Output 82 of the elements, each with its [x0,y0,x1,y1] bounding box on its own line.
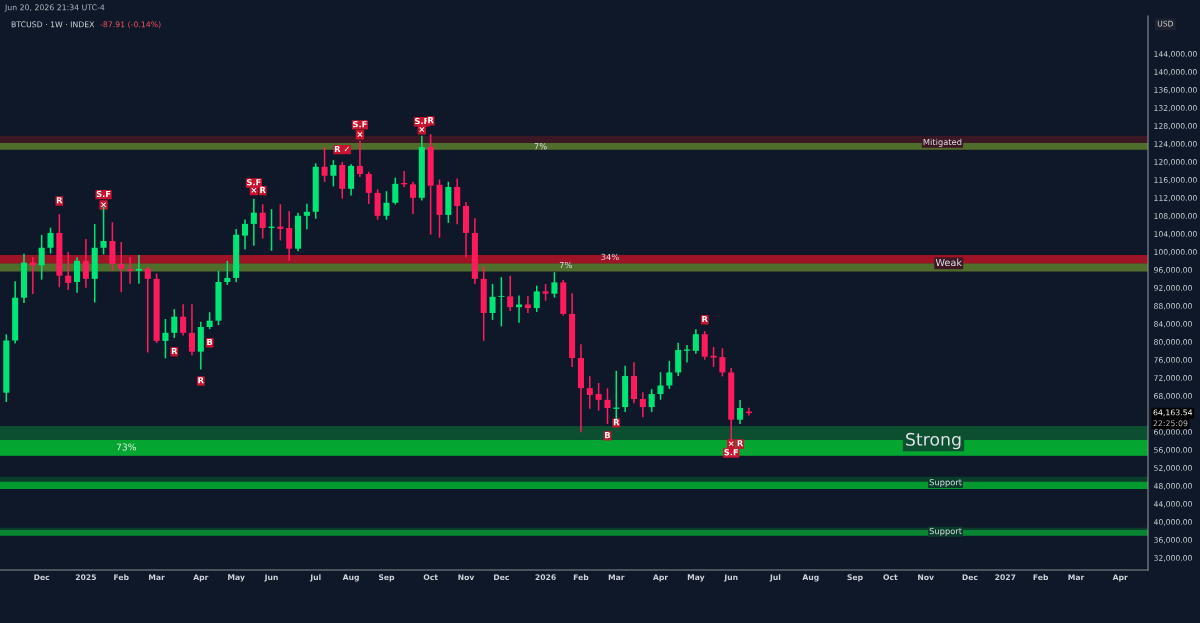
candlestick [330,160,337,187]
candlestick [701,331,708,360]
annotation: × [251,187,257,193]
candlestick [454,178,461,225]
candlestick [630,362,638,404]
annotation: R ✓ [334,145,349,152]
candlestick [684,345,691,363]
candlestick [224,260,231,285]
candlestick [259,204,266,239]
candlestick [595,382,602,411]
candlestick [118,242,125,293]
annotation: S.F [247,179,261,186]
candlestick [516,295,523,323]
annotation: S.F [353,121,367,128]
candlestick [639,392,646,418]
candlestick [303,203,310,230]
candlestick [657,372,664,400]
candlestick [109,222,116,271]
band-label: Weak [935,258,962,267]
candlestick [339,161,346,199]
candlestick [135,255,142,284]
candlestick [65,251,72,290]
candlestick [586,376,593,409]
candlestick [321,147,328,182]
candlestick [171,309,178,339]
annotation: B [605,432,611,439]
annotation: R [56,197,63,204]
candlestick [692,329,699,354]
candlestick [82,238,89,288]
candlestick [241,219,249,250]
annotation: 7% [534,143,547,150]
annotation: × [357,132,363,137]
candlestick [498,277,505,327]
annotation: × [419,127,425,132]
candlestick [648,389,655,412]
candlestick [180,304,187,336]
annotation: × [101,202,107,208]
candlestick [533,285,540,312]
candlestick [365,171,372,204]
candlestick [719,348,726,377]
candlestick [507,275,514,312]
annotation: R [428,117,434,124]
candlestick [409,181,417,214]
candlestick [127,256,134,284]
band-label: Support [929,479,962,487]
annotation: S.F [96,190,111,198]
annotation: 34% [601,253,619,261]
candlestick [551,272,558,298]
candlestick [710,346,717,367]
annotation: R [198,377,204,384]
annotation: R [613,419,620,426]
band-label: 73% [116,443,136,451]
candlestick [604,388,611,425]
candlestick [162,319,169,359]
candlestick [356,140,363,177]
candlestick [489,283,496,321]
candlestick [666,360,673,389]
candlestick [348,164,355,196]
annotation: S.F [724,449,738,456]
band-label: Support [929,527,962,536]
candlestick [144,266,151,353]
annotation: B [207,338,213,346]
annotation: R [702,316,708,323]
annotation: R [737,440,744,447]
candlestick [392,177,399,205]
candlestick [286,211,293,261]
annotation: 7% [559,261,572,269]
annotation: R [171,347,178,355]
candlestick [737,400,744,425]
candlestick [250,198,257,246]
annotation: × [728,441,734,447]
band-label: Strong [906,432,961,450]
band-label: Mitigated [923,138,962,147]
annotation: R [260,186,266,193]
candlestick [74,257,81,293]
candlestick [374,189,381,220]
candlestick [383,191,390,220]
candlestick [47,227,54,254]
candlestick [38,234,45,280]
candlestick [675,342,682,376]
candlestick [188,304,195,356]
candlestick [524,296,531,313]
